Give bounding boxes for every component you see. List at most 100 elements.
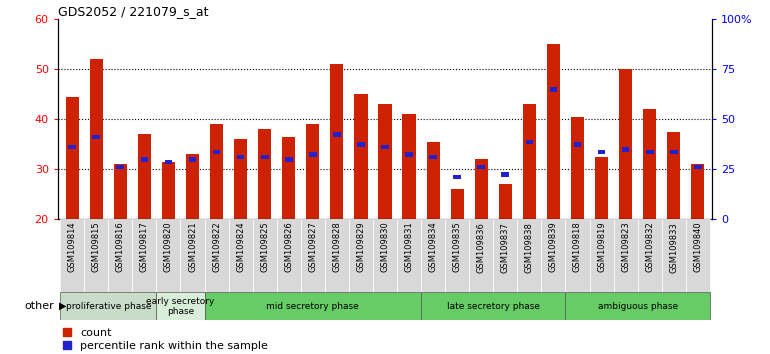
Bar xyxy=(165,160,172,164)
Bar xyxy=(646,150,654,154)
Bar xyxy=(186,154,199,219)
Bar xyxy=(89,59,103,219)
Text: GSM109837: GSM109837 xyxy=(500,222,510,273)
Bar xyxy=(301,219,325,292)
Bar xyxy=(237,155,245,159)
Bar xyxy=(325,219,349,292)
Bar xyxy=(469,219,494,292)
Bar xyxy=(156,292,205,320)
Text: GSM109840: GSM109840 xyxy=(693,222,702,272)
Bar xyxy=(354,95,367,219)
Text: GSM109827: GSM109827 xyxy=(308,222,317,273)
Text: GSM109819: GSM109819 xyxy=(597,222,606,272)
Text: GSM109832: GSM109832 xyxy=(645,222,654,273)
Bar xyxy=(691,165,705,219)
Text: mid secretory phase: mid secretory phase xyxy=(266,302,359,311)
Text: GSM109817: GSM109817 xyxy=(140,222,149,273)
Bar xyxy=(494,219,517,292)
Legend: count, percentile rank within the sample: count, percentile rank within the sample xyxy=(63,328,268,351)
Text: GSM109828: GSM109828 xyxy=(333,222,341,273)
Bar xyxy=(565,292,710,320)
Bar xyxy=(517,219,541,292)
Bar xyxy=(499,184,512,219)
Text: late secretory phase: late secretory phase xyxy=(447,302,540,311)
Bar xyxy=(92,135,100,139)
Bar xyxy=(590,219,614,292)
Bar xyxy=(258,130,271,219)
Bar xyxy=(429,155,437,159)
Bar xyxy=(450,189,464,219)
Bar xyxy=(421,292,565,320)
Text: GSM109824: GSM109824 xyxy=(236,222,245,272)
Bar xyxy=(84,219,109,292)
Bar xyxy=(333,132,340,137)
Text: GSM109835: GSM109835 xyxy=(453,222,462,273)
Bar xyxy=(306,125,320,219)
Bar xyxy=(210,125,223,219)
Text: GSM109814: GSM109814 xyxy=(68,222,77,272)
Text: proliferative phase: proliferative phase xyxy=(65,302,151,311)
Text: GSM109829: GSM109829 xyxy=(357,222,366,272)
Text: GSM109821: GSM109821 xyxy=(188,222,197,272)
Bar xyxy=(114,165,127,219)
Bar xyxy=(138,135,151,219)
Bar xyxy=(180,219,205,292)
Bar xyxy=(60,292,156,320)
Bar xyxy=(205,219,229,292)
Text: GSM109816: GSM109816 xyxy=(116,222,125,273)
Bar xyxy=(541,219,565,292)
Bar xyxy=(547,45,560,219)
Bar xyxy=(598,150,605,154)
Bar xyxy=(445,219,469,292)
Text: GDS2052 / 221079_s_at: GDS2052 / 221079_s_at xyxy=(58,5,208,18)
Text: ▶: ▶ xyxy=(59,301,66,311)
Text: early secretory
phase: early secretory phase xyxy=(146,297,215,316)
Bar xyxy=(694,165,701,169)
Bar xyxy=(565,219,590,292)
Text: GSM109823: GSM109823 xyxy=(621,222,630,273)
Bar xyxy=(276,219,301,292)
Bar xyxy=(213,150,220,154)
Bar xyxy=(253,219,276,292)
Bar xyxy=(285,157,293,162)
Text: GSM109834: GSM109834 xyxy=(429,222,437,273)
Bar xyxy=(282,137,296,219)
Bar xyxy=(65,97,79,219)
Bar xyxy=(523,104,536,219)
Bar xyxy=(156,219,180,292)
Bar xyxy=(162,162,175,219)
Bar xyxy=(643,109,656,219)
Bar xyxy=(525,140,533,144)
Bar xyxy=(661,219,686,292)
Bar xyxy=(60,219,84,292)
Bar xyxy=(670,150,678,154)
Bar xyxy=(403,114,416,219)
Bar xyxy=(116,165,124,169)
Bar xyxy=(373,219,397,292)
Text: GSM109833: GSM109833 xyxy=(669,222,678,273)
Bar xyxy=(667,132,681,219)
Text: GSM109825: GSM109825 xyxy=(260,222,269,272)
Bar xyxy=(501,172,509,177)
Text: GSM109815: GSM109815 xyxy=(92,222,101,272)
Bar xyxy=(474,159,488,219)
Text: GSM109826: GSM109826 xyxy=(284,222,293,273)
Bar xyxy=(621,147,629,152)
Text: ambiguous phase: ambiguous phase xyxy=(598,302,678,311)
Bar xyxy=(189,157,196,162)
Text: GSM109831: GSM109831 xyxy=(404,222,413,273)
Bar xyxy=(477,165,485,169)
Bar xyxy=(109,219,132,292)
Bar xyxy=(421,219,445,292)
Bar xyxy=(571,117,584,219)
Bar xyxy=(595,157,608,219)
Bar xyxy=(234,139,247,219)
Text: GSM109839: GSM109839 xyxy=(549,222,558,273)
Bar xyxy=(454,175,461,179)
Bar xyxy=(229,219,253,292)
Bar xyxy=(381,145,389,149)
Bar xyxy=(614,219,638,292)
Bar xyxy=(349,219,373,292)
Bar xyxy=(357,142,365,147)
Text: GSM109818: GSM109818 xyxy=(573,222,582,273)
